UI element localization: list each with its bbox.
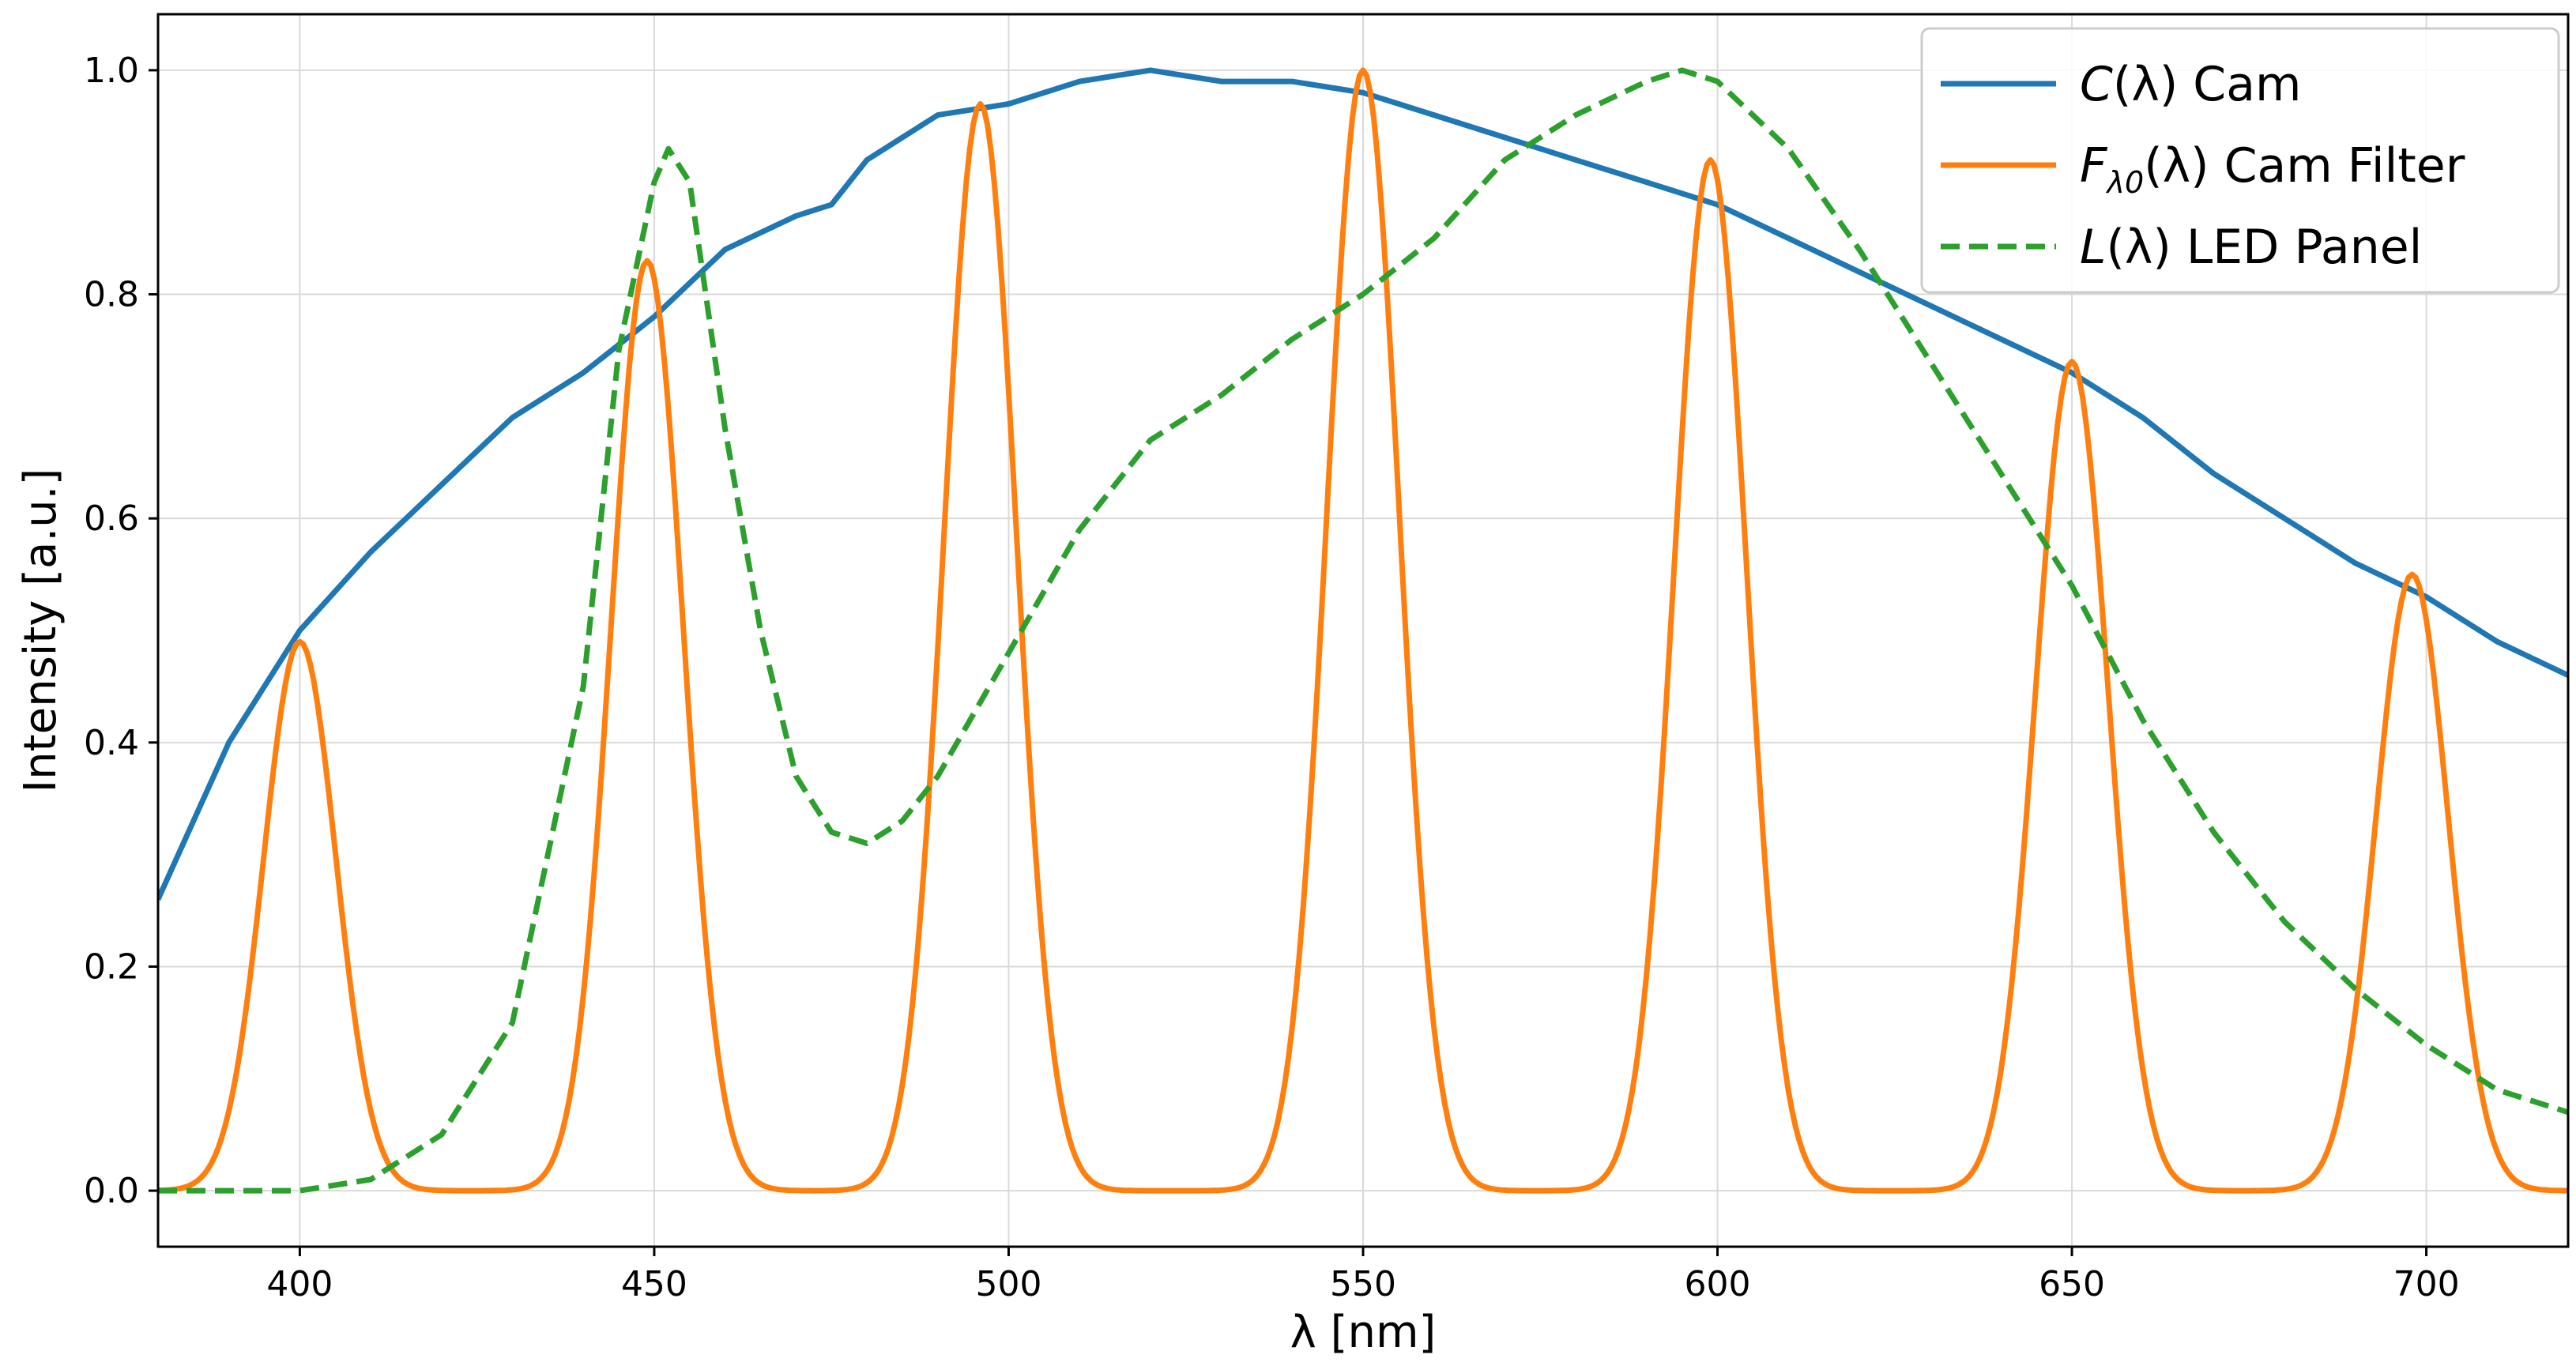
legend-label-1: Fλ0(λ) Cam Filter bbox=[2080, 138, 2465, 200]
y-tick-label: 1.0 bbox=[84, 51, 139, 91]
x-tick-label: 600 bbox=[1685, 1264, 1751, 1304]
x-tick-label: 450 bbox=[621, 1264, 687, 1304]
legend-label-2: L(λ) LED Panel bbox=[2080, 220, 2422, 275]
y-tick-label: 0.6 bbox=[84, 499, 139, 539]
legend-label-0: C(λ) Cam bbox=[2080, 57, 2301, 112]
legend-subscript: λ0 bbox=[2106, 165, 2145, 200]
ticks: 400 450 500 550 600 650 700 0.0 0.2 0.4 0.6 0.8 1.0 bbox=[84, 51, 2460, 1304]
y-tick-label: 0.8 bbox=[84, 275, 139, 315]
legend-text: (λ) Cam Filter bbox=[2144, 138, 2465, 194]
legend-text: (λ) Cam bbox=[2113, 57, 2302, 112]
x-axis-label: λ [nm] bbox=[1290, 1307, 1437, 1358]
y-tick-label: 0.2 bbox=[84, 946, 139, 987]
x-tick-label: 550 bbox=[1330, 1264, 1396, 1304]
series-line-0 bbox=[158, 67, 2568, 901]
plot-lines bbox=[158, 67, 2568, 1194]
x-tick-label: 400 bbox=[266, 1264, 333, 1304]
x-tick-label: 700 bbox=[2393, 1264, 2460, 1304]
x-tick-label: 500 bbox=[975, 1264, 1041, 1304]
y-tick-label: 0.4 bbox=[84, 723, 139, 763]
series-line-2 bbox=[158, 67, 2568, 1194]
y-tick-label: 0.0 bbox=[84, 1171, 139, 1211]
legend-text: (λ) LED Panel bbox=[2106, 220, 2422, 275]
y-axis-label: Intensity [a.u.] bbox=[15, 469, 66, 793]
legend-box bbox=[1920, 27, 2560, 294]
legend-symbol: F bbox=[2080, 138, 2108, 194]
series-line-1 bbox=[158, 67, 2568, 1194]
x-tick-label: 650 bbox=[2039, 1264, 2105, 1304]
legend-symbol: L bbox=[2080, 220, 2106, 275]
legend-symbol: C bbox=[2080, 57, 2113, 112]
